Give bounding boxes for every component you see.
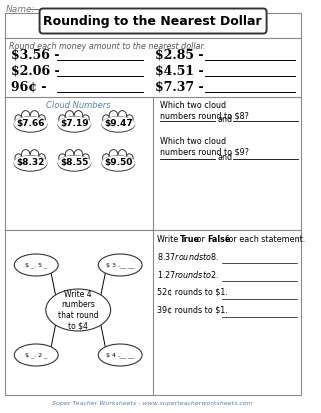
- Ellipse shape: [102, 116, 135, 132]
- Ellipse shape: [58, 156, 91, 169]
- Text: or: or: [194, 235, 207, 244]
- Text: $9.47: $9.47: [104, 119, 133, 128]
- Ellipse shape: [102, 156, 134, 169]
- Ellipse shape: [118, 111, 127, 121]
- Text: and: and: [217, 115, 233, 124]
- Ellipse shape: [59, 154, 66, 162]
- Ellipse shape: [65, 111, 74, 121]
- Text: $ 3 ,__ __: $ 3 ,__ __: [106, 262, 134, 268]
- Text: Name:: Name:: [6, 5, 35, 14]
- Text: Write 4
numbers
that round
to $4: Write 4 numbers that round to $4: [58, 290, 99, 330]
- Ellipse shape: [102, 117, 134, 131]
- Text: $ _. 2 _: $ _. 2 _: [25, 352, 48, 358]
- Ellipse shape: [118, 150, 127, 160]
- Text: $8.55: $8.55: [60, 158, 89, 167]
- Ellipse shape: [126, 115, 133, 123]
- Ellipse shape: [58, 156, 91, 171]
- Text: Round each money amount to the nearest dollar.: Round each money amount to the nearest d…: [9, 42, 205, 51]
- Ellipse shape: [98, 344, 142, 366]
- Ellipse shape: [109, 111, 118, 121]
- Text: 52¢ rounds to $1.: 52¢ rounds to $1.: [157, 287, 228, 297]
- Ellipse shape: [103, 154, 110, 162]
- Text: $2.85 -: $2.85 -: [155, 48, 204, 62]
- Ellipse shape: [126, 154, 133, 162]
- Ellipse shape: [14, 344, 58, 366]
- Ellipse shape: [14, 254, 58, 276]
- Ellipse shape: [65, 150, 74, 160]
- Ellipse shape: [30, 111, 39, 121]
- Text: $7.19: $7.19: [60, 119, 89, 128]
- Ellipse shape: [98, 254, 142, 276]
- Text: $3.56 -: $3.56 -: [12, 48, 60, 62]
- Ellipse shape: [14, 117, 47, 131]
- Text: True: True: [180, 235, 200, 244]
- Ellipse shape: [103, 115, 110, 123]
- Ellipse shape: [82, 154, 89, 162]
- Ellipse shape: [74, 150, 83, 160]
- Text: Write: Write: [157, 235, 181, 244]
- Ellipse shape: [38, 154, 45, 162]
- Text: Which two cloud
numbers round to $9?: Which two cloud numbers round to $9?: [160, 137, 249, 157]
- Ellipse shape: [74, 111, 83, 121]
- Text: $ 4 ,__ __: $ 4 ,__ __: [106, 352, 134, 358]
- Ellipse shape: [14, 116, 47, 132]
- Text: $7.37 -: $7.37 -: [155, 81, 204, 93]
- Ellipse shape: [14, 156, 47, 171]
- FancyBboxPatch shape: [39, 9, 267, 33]
- Text: Super Teacher Worksheets - www.superteacherworksheets.com: Super Teacher Worksheets - www.superteac…: [52, 401, 253, 406]
- Text: $8.32: $8.32: [16, 158, 45, 167]
- Text: $9.50: $9.50: [104, 158, 133, 167]
- Text: False: False: [207, 235, 230, 244]
- Text: Cloud Numbers: Cloud Numbers: [46, 101, 110, 110]
- Text: 39¢ rounds to $1.: 39¢ rounds to $1.: [157, 306, 228, 315]
- Ellipse shape: [14, 156, 47, 169]
- Text: for each statement.: for each statement.: [223, 235, 306, 244]
- Ellipse shape: [15, 154, 22, 162]
- Text: 96¢ -: 96¢ -: [12, 81, 47, 93]
- Ellipse shape: [15, 115, 22, 123]
- Text: Rounding to the Nearest Dollar: Rounding to the Nearest Dollar: [43, 14, 262, 28]
- Ellipse shape: [59, 115, 66, 123]
- Ellipse shape: [58, 116, 91, 132]
- Text: $7.66: $7.66: [16, 119, 45, 128]
- Ellipse shape: [21, 150, 30, 160]
- Text: and: and: [217, 153, 233, 162]
- Ellipse shape: [38, 115, 45, 123]
- Text: $8.37 rounds to $8.: $8.37 rounds to $8.: [157, 251, 220, 261]
- Text: $ _. 5 _: $ _. 5 _: [25, 262, 47, 268]
- Text: $1.27 rounds to $2.: $1.27 rounds to $2.: [157, 268, 219, 280]
- Ellipse shape: [102, 156, 135, 171]
- Ellipse shape: [58, 117, 91, 131]
- Text: $2.06 -: $2.06 -: [12, 64, 60, 78]
- Ellipse shape: [109, 150, 118, 160]
- Text: Which two cloud
numbers round to $8?: Which two cloud numbers round to $8?: [160, 101, 249, 121]
- Text: $4.51 -: $4.51 -: [155, 64, 204, 78]
- Ellipse shape: [21, 111, 30, 121]
- Ellipse shape: [30, 150, 39, 160]
- Ellipse shape: [46, 289, 111, 331]
- Ellipse shape: [82, 115, 89, 123]
